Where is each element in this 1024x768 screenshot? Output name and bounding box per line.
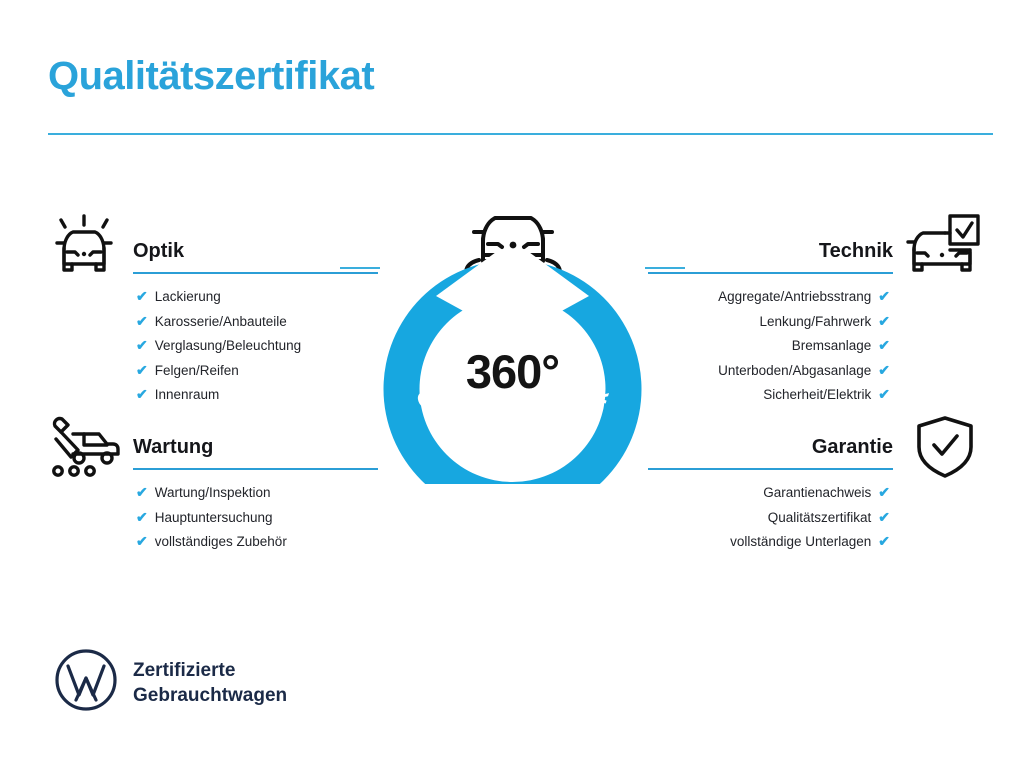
badge-360-check: Gebrauchtwagen-Check 360° [375,240,650,518]
check-icon: ✔ [136,288,148,305]
list-item: Aggregate/Antriebsstrang ✔ [648,285,890,310]
section-divider [648,468,893,470]
check-icon: ✔ [878,312,890,329]
check-icon: ✔ [878,361,890,378]
badge-ring: Gebrauchtwagen-Check [383,240,642,518]
list-item: ✔ Felgen/Reifen [136,359,378,384]
section-title-wartung: Wartung [133,436,214,458]
section-title-optik: Optik [133,240,185,262]
list-item: Garantienachweis ✔ [648,481,890,506]
shield-check-icon [917,416,973,478]
volkswagen-logo [55,649,117,711]
list-item: ✔ vollständiges Zubehör [136,530,378,555]
car-shine-icon [55,214,113,272]
list-item: ✔ Verglasung/Beleuchtung [136,334,378,359]
section-header: Optik [133,238,378,274]
list-item: Sicherheit/Elektrik ✔ [648,383,890,408]
section-title-garantie: Garantie [811,436,893,458]
title-divider [48,133,993,135]
list-item: ✔ Hauptuntersuchung [136,506,378,531]
section-header: Wartung [133,434,378,470]
list-item-label: Innenraum [154,387,220,402]
list-item-label: vollständige Unterlagen [730,534,872,549]
section-divider [648,272,893,274]
list-item: Bremsanlage ✔ [648,334,890,359]
section-header: Garantie [648,434,893,470]
list-item-label: Wartung/Inspektion [154,485,271,500]
check-icon: ✔ [136,337,148,354]
connector-line-right [645,267,685,269]
check-icon: ✔ [136,508,148,525]
footer-lockup-text: Zertifizierte Gebrauchtwagen [133,658,287,708]
section-wartung: Wartung ✔ Wartung/Inspektion ✔ Hauptunters… [133,434,378,555]
section-garantie: Garantie Garantienachweis ✔ Qualitätszert… [648,434,893,555]
check-icon: ✔ [136,533,148,550]
checklist-garantie: Garantienachweis ✔ Qualitätszertifikat ✔ v… [648,481,893,555]
list-item: ✔ Karosserie/Anbauteile [136,310,378,335]
list-item-label: Felgen/Reifen [154,362,239,378]
list-item: ✔ Wartung/Inspektion [136,481,378,506]
list-item-label: Sicherheit/Elektrik [763,387,872,402]
wrench-car-service-icon [52,416,120,477]
list-item-label: Verglasung/Beleuchtung [154,338,302,353]
list-item-label: Garantienachweis [763,485,872,500]
check-icon: ✔ [878,337,890,354]
list-item-label: Aggregate/Antriebsstrang [718,289,872,304]
check-icon: ✔ [136,361,148,378]
check-icon: ✔ [136,484,148,501]
section-divider [133,468,378,470]
list-item-label: Hauptuntersuchung [154,509,273,525]
list-item: Lenkung/Fahrwerk ✔ [648,310,890,335]
section-technik: Technik Aggregate/Antriebsstrang ✔ Lenkun… [648,238,893,408]
footer-line-2: Gebrauchtwagen [133,685,288,706]
check-icon: ✔ [878,386,890,403]
list-item: vollständige Unterlagen ✔ [648,530,890,555]
check-icon: ✔ [136,386,148,403]
list-item: Unterboden/Abgasanlage ✔ [648,359,890,384]
page-title: Qualitätszertifikat [48,54,375,98]
list-item-label: vollständiges Zubehör [154,534,287,549]
list-item: ✔ Innenraum [136,383,378,408]
list-item-label: Lackierung [154,289,221,304]
checklist-technik: Aggregate/Antriebsstrang ✔ Lenkung/Fahrwe… [648,285,893,408]
list-item-label: Qualitätszertifikat [767,509,872,525]
check-icon: ✔ [136,312,148,329]
list-item: Qualitätszertifikat ✔ [648,506,890,531]
section-optik: Optik ✔ Lackierung ✔ Karosserie/Anbauteile… [133,238,378,408]
car-checkbox-icon [906,214,980,272]
check-icon: ✔ [878,484,890,501]
badge-value: 360° [465,345,560,398]
check-icon: ✔ [878,508,890,525]
check-icon: ✔ [878,288,890,305]
list-item-label: Bremsanlage [791,338,872,353]
list-item-label: Lenkung/Fahrwerk [759,313,872,329]
checklist-wartung: ✔ Wartung/Inspektion ✔ Hauptuntersuchung ✔… [133,481,378,555]
list-item-label: Karosserie/Anbauteile [154,313,287,329]
connector-line-left [340,267,380,269]
footer-line-1: Zertifizierte [133,660,236,681]
checklist-optik: ✔ Lackierung ✔ Karosserie/Anbauteile ✔ Verg… [133,285,378,408]
section-divider [133,272,378,274]
check-icon: ✔ [878,533,890,550]
list-item-label: Unterboden/Abgasanlage [718,362,872,378]
section-title-technik: Technik [818,240,893,262]
section-header: Technik [648,238,893,274]
list-item: ✔ Lackierung [136,285,378,310]
